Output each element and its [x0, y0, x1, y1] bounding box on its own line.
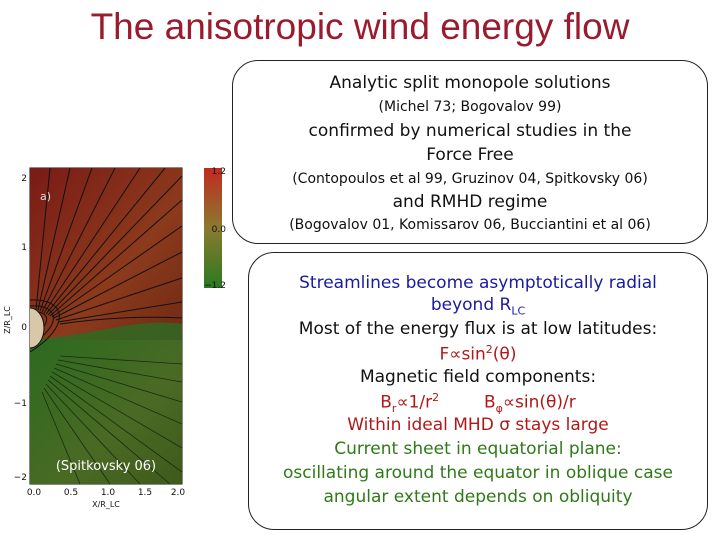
bphi-label: B [483, 392, 496, 413]
box1-line3: confirmed by numerical studies in the [308, 121, 632, 141]
box2-line10: angular extent depends on obliquity [323, 487, 633, 507]
xtick-0: 0.0 [27, 488, 42, 498]
box2-line9: oscillating around the equator in obliqu… [283, 463, 673, 483]
box1-line1: Analytic split monopole solutions [329, 73, 611, 93]
cbar-tick-bottom: −1.2 [204, 281, 226, 291]
box2-line5: Magnetic field components: [359, 367, 597, 387]
box2-line2: beyond RLC [249, 295, 707, 317]
lower-field-region [30, 340, 182, 484]
box2-line4: F∝sin2(θ) [249, 343, 707, 365]
br-subscript: r [391, 402, 397, 416]
slide-title: The anisotropic wind energy flow [90, 6, 630, 47]
streamlines-lower [41, 355, 182, 484]
line4-text: F∝sin [439, 344, 486, 365]
bphi-relation: ∝sin(θ)/r [502, 392, 576, 413]
br-relation: ∝1/r [396, 392, 433, 413]
panel-label: a) [40, 190, 51, 203]
box2-line7: Within ideal MHD σ stays large [347, 415, 609, 435]
box1-line5: (Contopoulos et al 99, Gruzinov 04, Spit… [292, 171, 648, 187]
y-axis-ticks: 2 1 0 −1 −2 [14, 174, 28, 483]
line2-subscript: LC [511, 304, 526, 318]
line2-text: beyond R [430, 295, 512, 315]
ytick-m2: −2 [14, 473, 27, 483]
box2-line6: Br∝1/r2 Bφ∝sin(θ)/r [249, 391, 707, 415]
cbar-tick-mid: 0.0 [212, 225, 227, 235]
br-label: B [380, 392, 392, 413]
ytick-2: 2 [21, 174, 27, 184]
ytick-m1: −1 [14, 399, 27, 409]
xtick-05: 0.5 [64, 488, 78, 498]
line4-text-post: (θ) [492, 344, 517, 365]
x-axis-label: X/R_LC [92, 500, 120, 509]
ytick-1: 1 [21, 243, 27, 253]
xtick-2: 2.0 [171, 488, 186, 498]
ytick-0: 0 [21, 323, 27, 333]
colorbar-ticks: 1.2 0.0 −1.2 [204, 167, 226, 291]
x-axis-ticks: 0.0 0.5 1.0 1.5 2.0 [27, 488, 186, 498]
streamlines-upper [35, 168, 182, 325]
y-axis-label: Z/R_LC [3, 306, 12, 334]
box1-line6: and RMHD regime [392, 192, 548, 212]
box2-line3: Most of the energy flux is at low latitu… [298, 319, 658, 339]
box1-line2: (Michel 73; Bogovalov 99) [378, 99, 562, 115]
figure-credit: (Spitkovsky 06) [56, 459, 156, 474]
box1-line7: (Bogovalov 01, Komissarov 06, Bucciantin… [289, 217, 651, 233]
bphi-subscript: φ [495, 402, 503, 416]
box2-line1: Streamlines become asymptotically radial [299, 273, 657, 293]
colorbar [204, 168, 222, 288]
results-box: Streamlines become asymptotically radial… [248, 252, 708, 530]
box2-line8: Current sheet in equatorial plane: [334, 439, 622, 459]
box1-line4: Force Free [426, 145, 514, 165]
br-superscript: 2 [432, 391, 440, 404]
cbar-tick-top: 1.2 [212, 167, 226, 177]
simulation-figure: a) 2 1 0 −1 −2 Z/R_LC 0.0 0.5 1.0 1.5 2.… [3, 167, 226, 509]
line4-superscript: 2 [485, 343, 493, 356]
xtick-1: 1.0 [101, 488, 116, 498]
xtick-15: 1.5 [138, 488, 152, 498]
pulsar-star [30, 307, 45, 349]
current-sheet-region [30, 322, 182, 340]
references-box: Analytic split monopole solutions (Miche… [232, 60, 708, 244]
